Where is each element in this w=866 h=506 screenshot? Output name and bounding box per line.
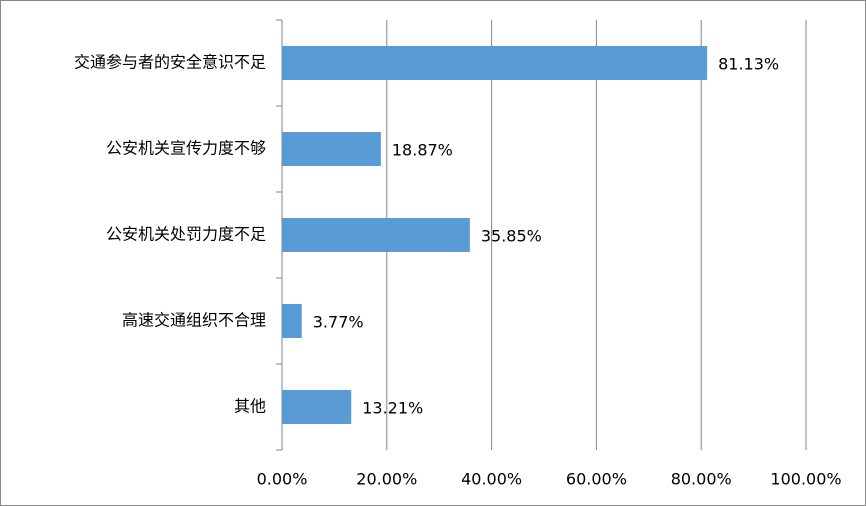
bar xyxy=(282,390,352,424)
bar xyxy=(282,46,708,80)
y-tick-label: 交通参与者的安全意识不足 xyxy=(74,53,266,72)
y-tick-label: 公安机关处罚力度不足 xyxy=(106,225,266,244)
y-tick-label: 其他 xyxy=(234,397,266,416)
value-label: 3.77% xyxy=(313,313,364,332)
bar xyxy=(282,132,381,166)
y-tick-label: 高速交通组织不合理 xyxy=(122,311,266,330)
value-label: 81.13% xyxy=(718,55,779,74)
x-tick-label: 0.00% xyxy=(257,470,308,489)
bar xyxy=(282,218,470,252)
x-tick-label: 100.00% xyxy=(770,470,841,489)
bar xyxy=(282,304,302,338)
x-tick-label: 80.00% xyxy=(671,470,732,489)
y-tick-label: 公安机关宣传力度不够 xyxy=(106,139,266,158)
value-label: 13.21% xyxy=(362,399,423,418)
x-tick-label: 60.00% xyxy=(566,470,627,489)
value-label: 18.87% xyxy=(392,141,453,160)
x-tick-label: 20.00% xyxy=(356,470,417,489)
x-tick-label: 40.00% xyxy=(461,470,522,489)
value-label: 35.85% xyxy=(481,227,542,246)
